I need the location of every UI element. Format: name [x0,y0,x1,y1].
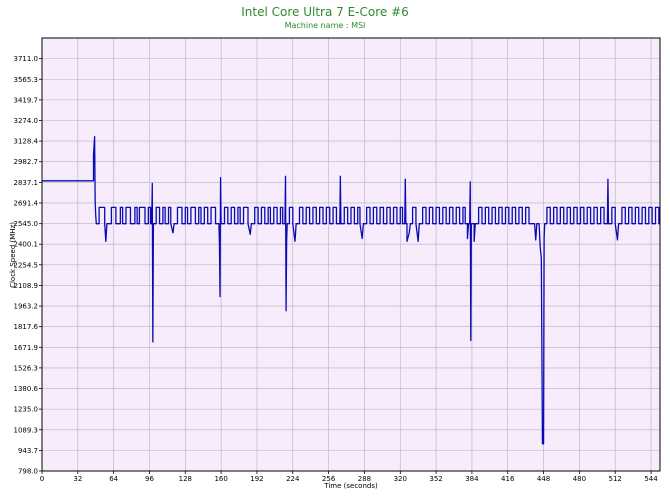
x-tick-label: 192 [250,475,263,483]
y-tick-label: 1817.6 [14,323,39,331]
x-tick-label: 320 [394,475,407,483]
x-tick-label: 0 [40,475,44,483]
y-tick-label: 2254.5 [14,261,39,269]
x-tick-label: 480 [573,475,586,483]
y-tick-label: 1526.3 [14,364,39,372]
y-axis: 798.0 943.7 1089.3 1235.0 1380.6 1526.3 1671.9… [14,55,42,476]
y-axis-label: Clock Speed (MHz) [9,222,17,288]
x-tick-label: 160 [214,475,227,483]
series-line [42,135,660,445]
x-tick-label: 64 [109,475,118,483]
y-tick-label: 798.0 [18,468,38,476]
y-tick-label: 3419.7 [14,96,39,104]
y-tick-label: 1671.9 [14,344,39,352]
plot-frame [41,37,661,472]
y-tick-label: 1089.3 [14,426,39,434]
y-tick-label: 2545.0 [14,220,39,228]
y-tick-label: 1380.6 [14,385,39,393]
x-tick-label: 512 [609,475,622,483]
x-tick-label: 416 [501,475,515,483]
y-tick-label: 2837.1 [14,179,39,187]
x-tick-label: 288 [358,475,371,483]
x-tick-label: 544 [644,475,658,483]
x-tick-label: 32 [73,475,82,483]
y-tick-label: 943.7 [18,447,38,455]
x-tick-label: 256 [322,475,336,483]
x-tick-label: 384 [465,475,479,483]
series-layer [42,135,660,445]
y-tick-label: 1235.0 [14,406,39,414]
y-tick-label: 2108.9 [14,282,39,290]
y-tick-label: 3274.0 [14,117,39,125]
y-tick-label: 2982.7 [14,158,39,166]
plot-area [42,38,660,471]
x-tick-label: 128 [179,475,192,483]
y-tick-label: 3128.4 [14,138,39,146]
x-tick-label: 224 [286,475,300,483]
chart-title: Intel Core Ultra 7 E-Core #6 [241,5,409,19]
y-tick-label: 3711.0 [14,55,39,63]
y-tick-label: 1963.2 [14,303,39,311]
y-tick-label: 2691.4 [14,199,39,207]
x-tick-label: 448 [537,475,550,483]
x-axis-label: Time (seconds) [323,482,378,490]
x-tick-label: 96 [145,475,154,483]
chart-subtitle: Machine name : MSI [285,21,366,30]
y-tick-label: 2400.1 [14,241,39,249]
x-tick-label: 352 [429,475,442,483]
x-axis: 0 32 64 96 128 160 192 224 256 288 320 352 384 416 448… [40,471,658,483]
y-tick-label: 3565.3 [14,76,39,84]
